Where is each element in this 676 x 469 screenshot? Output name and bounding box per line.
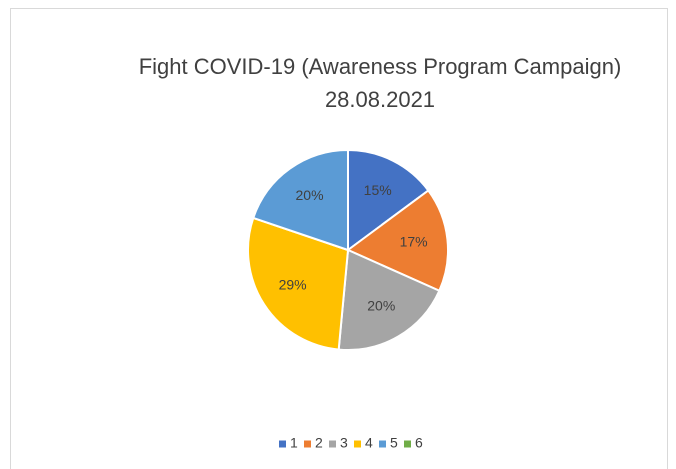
legend-swatch xyxy=(329,440,336,448)
legend-label: 4 xyxy=(365,435,373,451)
data-label: 29% xyxy=(279,277,307,293)
data-label: 17% xyxy=(400,234,428,250)
pie-slice xyxy=(247,216,350,351)
legend-label: 5 xyxy=(390,435,398,451)
pie-slice xyxy=(347,148,430,252)
pie-slice xyxy=(337,248,441,351)
legend-swatch xyxy=(379,440,386,448)
legend-swatch xyxy=(279,440,286,448)
legend-swatch xyxy=(304,440,311,448)
legend-swatch xyxy=(404,440,411,448)
legend-swatch xyxy=(354,440,361,448)
legend-label: 3 xyxy=(340,435,348,451)
chart-subtitle: 28.08.2021 xyxy=(325,87,435,112)
legend-label: 6 xyxy=(415,435,423,451)
pie-slice xyxy=(252,148,349,252)
data-label: 15% xyxy=(364,182,392,198)
legend-label: 1 xyxy=(290,435,298,451)
data-label: 20% xyxy=(367,298,395,314)
legend-label: 2 xyxy=(315,435,323,451)
data-label: 20% xyxy=(296,187,324,203)
pie-slice xyxy=(346,189,449,293)
chart-title: Fight COVID-19 (Awareness Program Campai… xyxy=(139,54,622,79)
